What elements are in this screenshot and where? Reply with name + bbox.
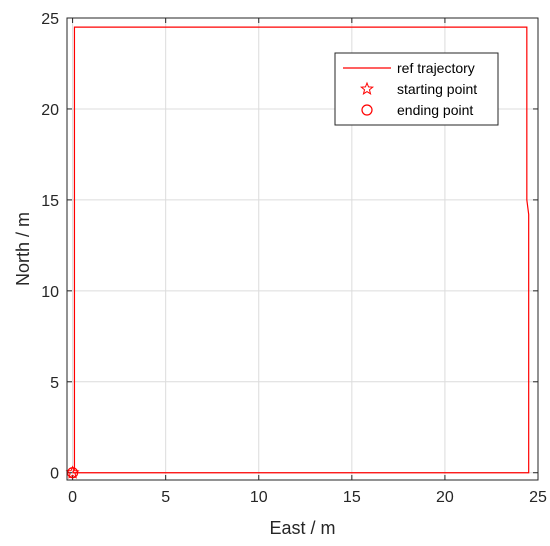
y-tick-label: 10 bbox=[41, 284, 59, 301]
x-tick-label: 20 bbox=[436, 489, 454, 506]
legend-entry-label: ending point bbox=[397, 102, 473, 118]
ref-trajectory-line bbox=[72, 26, 530, 474]
legend-entry-label: ref trajectory bbox=[397, 60, 475, 76]
legend-box bbox=[334, 52, 499, 126]
x-axis-label: East / m bbox=[269, 518, 335, 538]
data-layer bbox=[65, 26, 530, 479]
y-tick-label: 5 bbox=[50, 375, 59, 392]
legend-entry-label: starting point bbox=[397, 81, 477, 97]
axes-box bbox=[66, 17, 539, 481]
x-tick-label: 10 bbox=[250, 489, 268, 506]
y-tick-label: 15 bbox=[41, 193, 59, 210]
y-tick-label: 20 bbox=[41, 102, 59, 119]
axis-ticks: 0 5 10 15 20 25 0 5 10 15 20 25 bbox=[41, 11, 547, 506]
legend-star-symbol bbox=[359, 81, 375, 95]
x-tick-label: 25 bbox=[529, 489, 547, 506]
ending-point-marker bbox=[66, 467, 79, 479]
legend: ref trajectory starting point ending point bbox=[334, 52, 499, 126]
x-tick-label: 5 bbox=[161, 489, 170, 506]
y-tick-label: 0 bbox=[50, 466, 59, 483]
legend-circle-symbol bbox=[361, 104, 373, 116]
y-axis-label: North / m bbox=[13, 212, 33, 286]
x-tick-label: 15 bbox=[343, 489, 361, 506]
x-tick-label: 0 bbox=[68, 489, 77, 506]
y-tick-label: 25 bbox=[41, 11, 59, 28]
